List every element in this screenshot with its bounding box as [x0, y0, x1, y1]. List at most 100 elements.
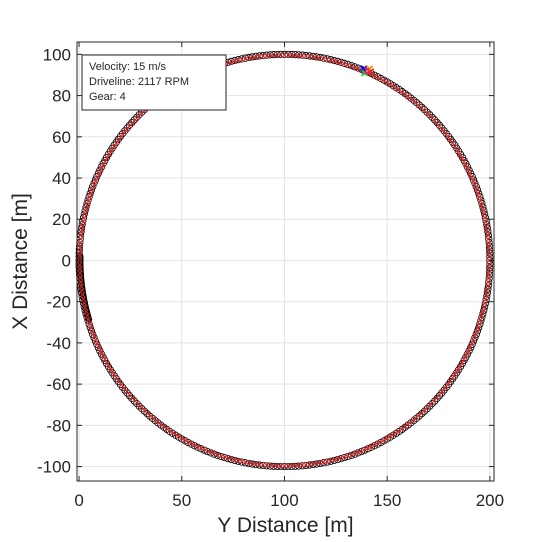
y-tick-label: -80 — [46, 416, 71, 435]
track-point-cross — [100, 353, 106, 359]
track-point-circle — [340, 453, 349, 462]
track-point-circle — [128, 394, 136, 402]
y-tick-label: 20 — [52, 210, 71, 229]
track-point-cross — [78, 232, 84, 238]
track-point-cross — [194, 443, 200, 449]
track-point-cross — [475, 190, 481, 196]
track-point-cross — [79, 223, 86, 229]
track-point-cross — [470, 178, 476, 184]
track-point-cross — [376, 440, 382, 446]
track-point-cross — [476, 321, 482, 327]
track-point-cross — [80, 296, 86, 302]
track-point-cross — [332, 58, 338, 64]
track-point-cross — [447, 378, 453, 384]
track-point-cross — [77, 266, 83, 272]
track-point-cross — [183, 437, 189, 444]
track-point-cross — [365, 445, 371, 451]
track-point-cross — [108, 147, 115, 153]
y-tick-label: 100 — [43, 45, 71, 64]
track-point-cross — [260, 462, 266, 468]
track-point-circle — [428, 113, 436, 121]
track-point-cross — [106, 364, 112, 370]
track-point-cross — [85, 317, 91, 323]
track-point-cross — [480, 206, 486, 212]
y-tick-label: 0 — [62, 251, 71, 270]
track-point-cross — [91, 182, 97, 188]
track-point-cross — [486, 240, 492, 246]
y-tick-label: -60 — [46, 375, 71, 394]
x-tick-label: 0 — [74, 491, 83, 510]
track-point-cross — [83, 309, 89, 315]
track-point-circle — [471, 179, 479, 187]
track-point-cross — [235, 57, 241, 63]
track-point-cross — [175, 433, 181, 439]
track-point-cross — [102, 158, 108, 165]
x-tick-label: 50 — [172, 491, 191, 510]
track-point-circle — [320, 54, 328, 62]
track-point-circle — [418, 410, 426, 418]
track-point-cross — [486, 249, 492, 255]
track-point-cross — [239, 56, 245, 63]
track-point-cross — [77, 253, 83, 259]
track-point-circle — [143, 410, 151, 418]
track-point-circle — [79, 217, 87, 225]
track-point-cross — [77, 270, 83, 276]
track-point-cross — [121, 130, 127, 136]
track-point-cross — [111, 144, 117, 150]
track-point-cross — [198, 445, 204, 451]
track-point-circle — [433, 394, 441, 402]
track-points-crosses — [77, 52, 492, 469]
track-point-cross — [104, 360, 110, 366]
track-point-cross — [481, 304, 487, 310]
track-point-cross — [472, 333, 478, 339]
track-point-cross — [226, 60, 232, 66]
track-point-cross — [256, 461, 262, 467]
track-point-circle — [471, 334, 479, 342]
track-point-cross — [172, 431, 178, 437]
track-point-circle — [433, 118, 441, 127]
track-point-cross — [252, 54, 258, 60]
track-point-cross — [479, 313, 485, 319]
track-point-circle — [84, 196, 92, 204]
track-point-cross — [452, 144, 458, 150]
track-point-cross — [77, 249, 83, 255]
track-point-cross — [483, 219, 489, 225]
track-point-cross — [482, 300, 488, 306]
track-point-cross — [463, 353, 469, 359]
track-point-cross — [473, 329, 479, 335]
track-point-cross — [82, 210, 88, 217]
track-point-cross — [405, 94, 411, 100]
track-point-cross — [320, 459, 326, 465]
track-point-cross — [80, 219, 86, 225]
track-point-circle — [420, 106, 429, 114]
track-point-cross — [116, 137, 122, 143]
track-point-cross — [108, 368, 115, 374]
track-point-cross — [281, 52, 288, 58]
track-point-circle — [428, 400, 436, 408]
track-point-cross — [79, 287, 85, 294]
track-point-circle — [477, 317, 485, 325]
track-point-cross — [264, 462, 270, 468]
track-point-circle — [130, 397, 138, 405]
y-tick-label: -20 — [46, 293, 71, 312]
track-point-cross — [77, 240, 83, 246]
y-tick-label: -100 — [37, 458, 71, 477]
track-point-cross — [388, 433, 394, 439]
track-point-circle — [423, 108, 431, 116]
track-point-cross — [277, 463, 283, 469]
track-point-cross — [398, 89, 404, 95]
track-point-cross — [118, 133, 124, 139]
track-point-cross — [91, 333, 97, 339]
track-point-cross — [230, 58, 237, 64]
track-point-cross — [336, 60, 343, 66]
track-point-circle — [125, 392, 134, 400]
track-point-cross — [486, 253, 492, 259]
track-point-circle — [478, 313, 486, 321]
track-point-cross — [81, 300, 87, 306]
track-point-cross — [324, 458, 330, 465]
track-point-cross — [395, 86, 401, 92]
track-point-cross — [269, 52, 275, 58]
track-point-cross — [165, 426, 171, 432]
track-point-cross — [294, 462, 300, 469]
